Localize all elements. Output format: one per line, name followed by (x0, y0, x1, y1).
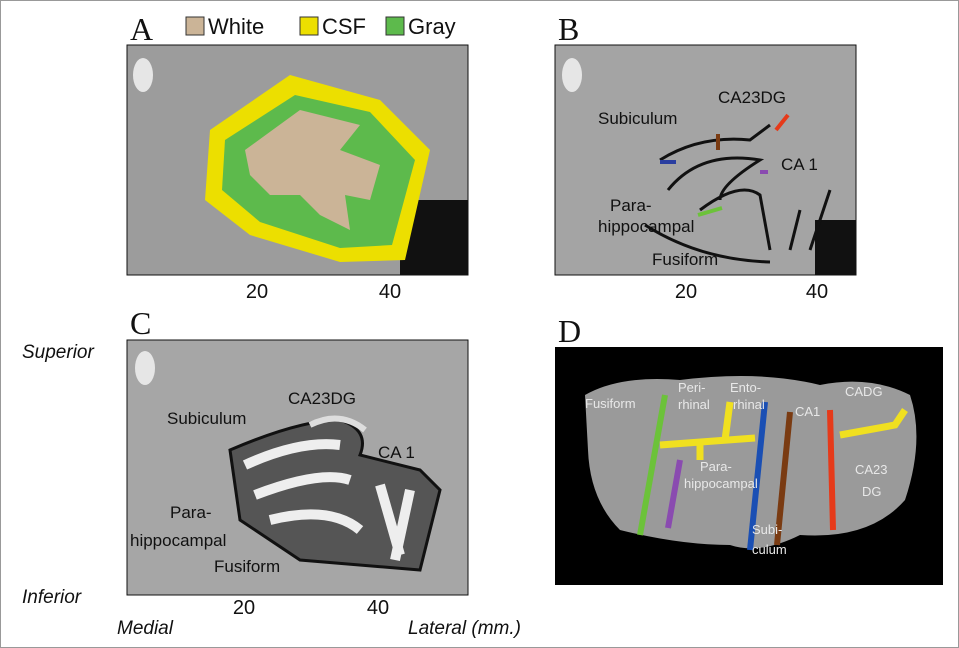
region-label: Peri- (678, 380, 705, 395)
shadow (815, 220, 856, 275)
annotation: Subiculum (167, 409, 246, 428)
annotation: CA23DG (288, 389, 356, 408)
region-label: rhinal (678, 397, 710, 412)
annotation: CA 1 (378, 443, 415, 462)
annotation: Fusiform (652, 250, 718, 269)
annotation: CA 1 (781, 155, 818, 174)
region-label: Ento- (730, 380, 761, 395)
annotation: Fusiform (214, 557, 280, 576)
legend-swatch (300, 17, 318, 35)
legend-swatch (186, 17, 204, 35)
annotation: hippocampal (598, 217, 694, 236)
orientation-label: Medial (117, 618, 174, 639)
region-label: CADG (845, 384, 883, 399)
region-label: culum (752, 542, 787, 557)
x-tick-label: 40 (367, 597, 389, 619)
panel-a: A White CSF Gray 20 40 (127, 11, 468, 303)
region-line (830, 410, 833, 530)
panel-d: D Fusiform Peri- rhinal Ento- rhinal CA1… (555, 313, 943, 585)
x-tick-label: 40 (379, 281, 401, 303)
x-tick-label: 20 (233, 597, 255, 619)
annotation: Para- (610, 196, 652, 215)
x-tick-label: 20 (246, 281, 268, 303)
annotation: CA23DG (718, 88, 786, 107)
panel-c: C Subiculum CA23DG CA 1 Para- hippocampa… (127, 305, 468, 619)
panel-label: A (130, 11, 153, 47)
region-label: rhinal (733, 397, 765, 412)
orientation-label: Inferior (22, 587, 82, 608)
orientation-label: Superior (22, 342, 94, 363)
region-label: Para- (700, 459, 732, 474)
legend-label: CSF (322, 14, 366, 39)
orientation-label: Lateral (mm.) (408, 618, 521, 639)
artifact (133, 58, 153, 92)
panel-label: B (558, 11, 579, 47)
legend-swatch (386, 17, 404, 35)
region-label: DG (862, 484, 882, 499)
legend-label: White (208, 14, 264, 39)
artifact (135, 351, 155, 385)
panel-b: B Subiculum CA23DG CA 1 Para- hippocampa… (555, 11, 856, 303)
annotation: hippocampal (130, 531, 226, 550)
legend-label: Gray (408, 14, 456, 39)
artifact (562, 58, 582, 92)
x-tick-label: 40 (806, 281, 828, 303)
panel-label: D (558, 313, 581, 349)
annotation: Para- (170, 503, 212, 522)
region-label: Fusiform (585, 396, 636, 411)
region-label: CA23 (855, 462, 888, 477)
x-tick-label: 20 (675, 281, 697, 303)
region-label: CA1 (795, 404, 820, 419)
annotation: Subiculum (598, 109, 677, 128)
figure: A White CSF Gray 20 40 B Subiculum CA23D… (0, 0, 959, 648)
panel-label: C (130, 305, 151, 341)
region-label: hippocampal (684, 476, 758, 491)
region-label: Subi- (752, 522, 782, 537)
